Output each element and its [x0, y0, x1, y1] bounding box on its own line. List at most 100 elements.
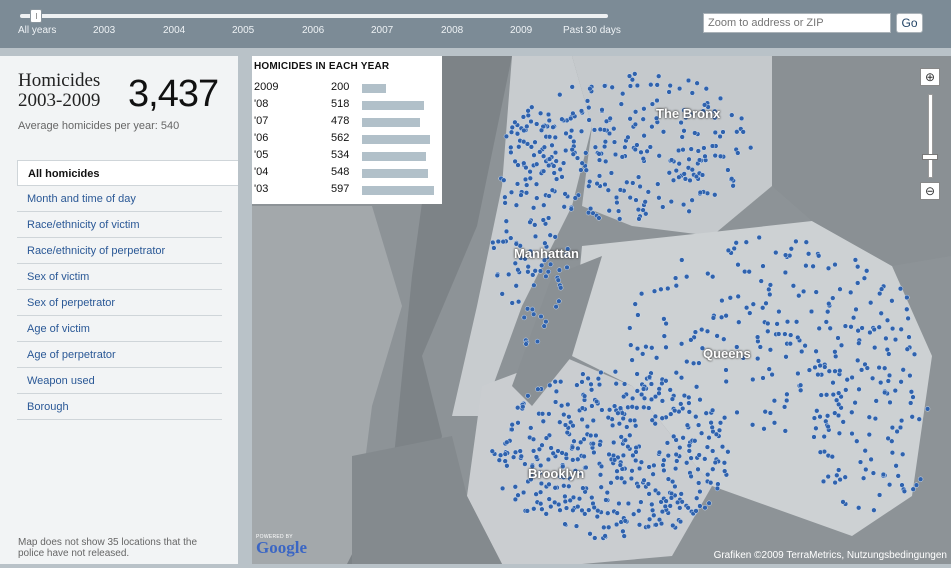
homicide-dot[interactable]: [638, 391, 645, 398]
homicide-dot[interactable]: [878, 310, 884, 316]
homicide-dot[interactable]: [552, 485, 558, 491]
homicide-dot[interactable]: [842, 474, 848, 480]
homicide-dot[interactable]: [689, 167, 695, 173]
homicide-dot[interactable]: [835, 335, 841, 341]
homicide-dot[interactable]: [717, 95, 724, 102]
homicide-dot[interactable]: [538, 462, 544, 469]
homicide-dot[interactable]: [530, 205, 537, 211]
homicide-dot[interactable]: [909, 414, 915, 420]
homicide-dot[interactable]: [614, 468, 620, 474]
homicide-dot[interactable]: [611, 126, 617, 132]
timeline-slider-track[interactable]: [20, 14, 608, 18]
homicide-dot[interactable]: [855, 328, 861, 334]
homicide-dot[interactable]: [560, 463, 566, 470]
homicide-dot[interactable]: [803, 263, 809, 269]
homicide-dot[interactable]: [712, 192, 718, 198]
homicide-dot[interactable]: [825, 309, 831, 315]
homicide-dot[interactable]: [697, 488, 703, 495]
homicide-dot[interactable]: [705, 471, 711, 478]
homicide-dot[interactable]: [651, 512, 657, 518]
homicide-dot[interactable]: [527, 248, 534, 255]
homicide-dot[interactable]: [686, 442, 692, 449]
homicide-dot[interactable]: [532, 268, 538, 274]
homicide-dot[interactable]: [692, 130, 698, 136]
homicide-dot[interactable]: [602, 139, 609, 145]
homicide-dot[interactable]: [712, 108, 718, 114]
homicide-dot[interactable]: [643, 344, 649, 350]
homicide-dot[interactable]: [663, 344, 669, 350]
homicide-dot[interactable]: [663, 320, 669, 327]
homicide-dot[interactable]: [658, 286, 664, 292]
homicide-dot[interactable]: [667, 387, 673, 393]
homicide-dot[interactable]: [680, 147, 686, 153]
homicide-dot[interactable]: [873, 398, 879, 404]
homicide-dot[interactable]: [606, 208, 612, 214]
homicide-dot[interactable]: [898, 326, 904, 332]
homicide-dot[interactable]: [676, 161, 682, 167]
homicide-dot[interactable]: [653, 522, 659, 528]
homicide-dot[interactable]: [646, 464, 652, 470]
timeline-label-2006[interactable]: 2006: [302, 25, 325, 36]
homicide-dot[interactable]: [827, 325, 833, 331]
homicide-dot[interactable]: [734, 409, 740, 416]
homicide-dot[interactable]: [863, 466, 869, 473]
homicide-dot[interactable]: [808, 308, 815, 315]
homicide-dot[interactable]: [833, 397, 840, 403]
homicide-dot[interactable]: [910, 486, 916, 492]
homicide-dot[interactable]: [733, 240, 739, 246]
homicide-dot[interactable]: [541, 202, 547, 208]
homicide-dot[interactable]: [646, 374, 653, 380]
address-search-input[interactable]: [703, 13, 891, 33]
homicide-map[interactable]: The Bronx Manhattan Queens Brooklyn POWE…: [252, 56, 951, 564]
homicide-dot[interactable]: [710, 466, 716, 472]
homicide-dot[interactable]: [836, 430, 843, 436]
homicide-dot[interactable]: [668, 411, 674, 417]
menu-item-sex-victim[interactable]: Sex of victim: [17, 264, 222, 290]
homicide-dot[interactable]: [736, 319, 742, 325]
homicide-dot[interactable]: [715, 481, 721, 487]
homicide-dot[interactable]: [815, 371, 821, 378]
homicide-dot[interactable]: [540, 418, 546, 424]
homicide-dot[interactable]: [558, 403, 565, 409]
homicide-dot[interactable]: [840, 499, 846, 505]
homicide-dot[interactable]: [603, 158, 609, 165]
homicide-dot[interactable]: [557, 419, 563, 425]
homicide-dot[interactable]: [522, 256, 528, 262]
homicide-dot[interactable]: [532, 139, 538, 145]
homicide-dot[interactable]: [837, 286, 843, 292]
homicide-dot[interactable]: [660, 204, 666, 210]
homicide-dot[interactable]: [767, 291, 773, 298]
homicide-dot[interactable]: [523, 341, 529, 347]
homicide-dot[interactable]: [693, 173, 700, 180]
homicide-dot[interactable]: [666, 170, 672, 176]
homicide-dot[interactable]: [557, 507, 563, 513]
homicide-dot[interactable]: [597, 472, 604, 478]
homicide-dot[interactable]: [615, 410, 621, 416]
homicide-dot[interactable]: [858, 367, 865, 373]
homicide-dot[interactable]: [590, 441, 596, 447]
homicide-dot[interactable]: [797, 382, 804, 388]
homicide-dot[interactable]: [504, 463, 510, 469]
homicide-dot[interactable]: [680, 201, 687, 208]
homicide-dot[interactable]: [817, 449, 824, 455]
homicide-dot[interactable]: [546, 134, 553, 140]
homicide-dot[interactable]: [671, 433, 677, 440]
homicide-dot[interactable]: [547, 261, 554, 267]
homicide-dot[interactable]: [672, 275, 679, 281]
homicide-dot[interactable]: [580, 485, 586, 491]
homicide-dot[interactable]: [617, 405, 624, 411]
homicide-dot[interactable]: [641, 477, 647, 483]
homicide-dot[interactable]: [564, 264, 570, 271]
homicide-dot[interactable]: [593, 398, 600, 405]
homicide-dot[interactable]: [708, 420, 714, 426]
homicide-dot[interactable]: [513, 202, 520, 208]
homicide-dot[interactable]: [562, 521, 568, 527]
homicide-dot[interactable]: [681, 107, 687, 113]
homicide-dot[interactable]: [838, 394, 844, 400]
homicide-dot[interactable]: [602, 83, 608, 89]
homicide-dot[interactable]: [576, 496, 583, 502]
homicide-dot[interactable]: [589, 403, 595, 409]
homicide-dot[interactable]: [542, 240, 548, 246]
homicide-dot[interactable]: [843, 387, 849, 393]
homicide-dot[interactable]: [503, 133, 510, 140]
